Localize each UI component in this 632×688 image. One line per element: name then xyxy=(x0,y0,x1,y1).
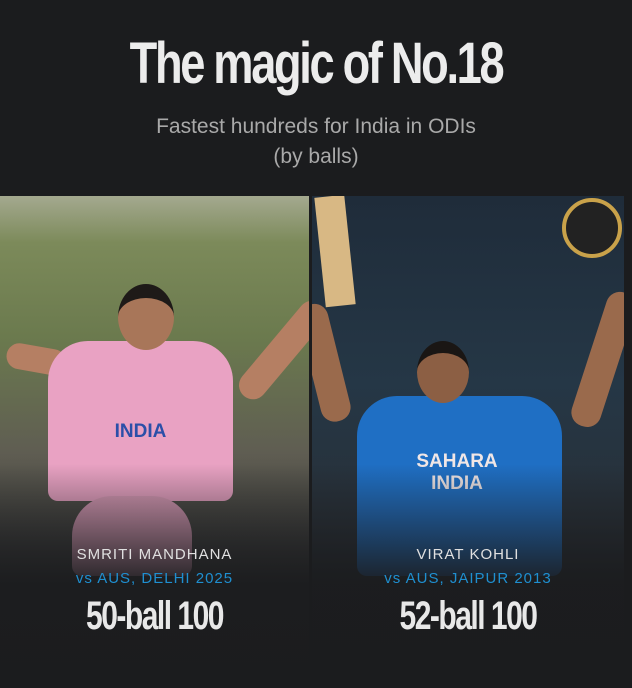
player-name: SMRITI MANDHANA xyxy=(76,546,233,563)
helmet-icon xyxy=(562,198,622,258)
bat-icon xyxy=(314,196,356,308)
player-arm xyxy=(312,300,354,425)
player-arm xyxy=(233,295,309,405)
match-info: vs AUS, DELHI 2025 xyxy=(75,570,234,587)
player-name: VIRAT KOHLI xyxy=(416,546,520,563)
match-info: vs AUS, JAIPUR 2013 xyxy=(384,570,552,587)
record-stat: 52-ball 100 xyxy=(399,594,538,638)
player-head xyxy=(118,284,174,350)
caption-shade xyxy=(312,464,624,664)
player-card-mandhana: INDIA SMRITI MANDHANA vs AUS, DELHI 2025… xyxy=(0,196,309,664)
subtitle: Fastest hundreds for India in ODIs (by b… xyxy=(0,112,632,172)
subtitle-line-1: Fastest hundreds for India in ODIs xyxy=(156,115,476,138)
jersey-text: INDIA xyxy=(114,421,167,442)
page-title: The magic of No.18 xyxy=(129,31,505,96)
caption-shade xyxy=(0,464,309,664)
player-card-kohli: SAHARA INDIA VIRAT KOHLI vs AUS, JAIPUR … xyxy=(312,196,624,664)
record-stat: 50-ball 100 xyxy=(86,594,224,638)
player-head xyxy=(417,341,469,403)
subtitle-line-2: (by balls) xyxy=(273,145,359,168)
player-arm xyxy=(567,288,624,431)
header: The magic of No.18 Fastest hundreds for … xyxy=(0,0,632,196)
